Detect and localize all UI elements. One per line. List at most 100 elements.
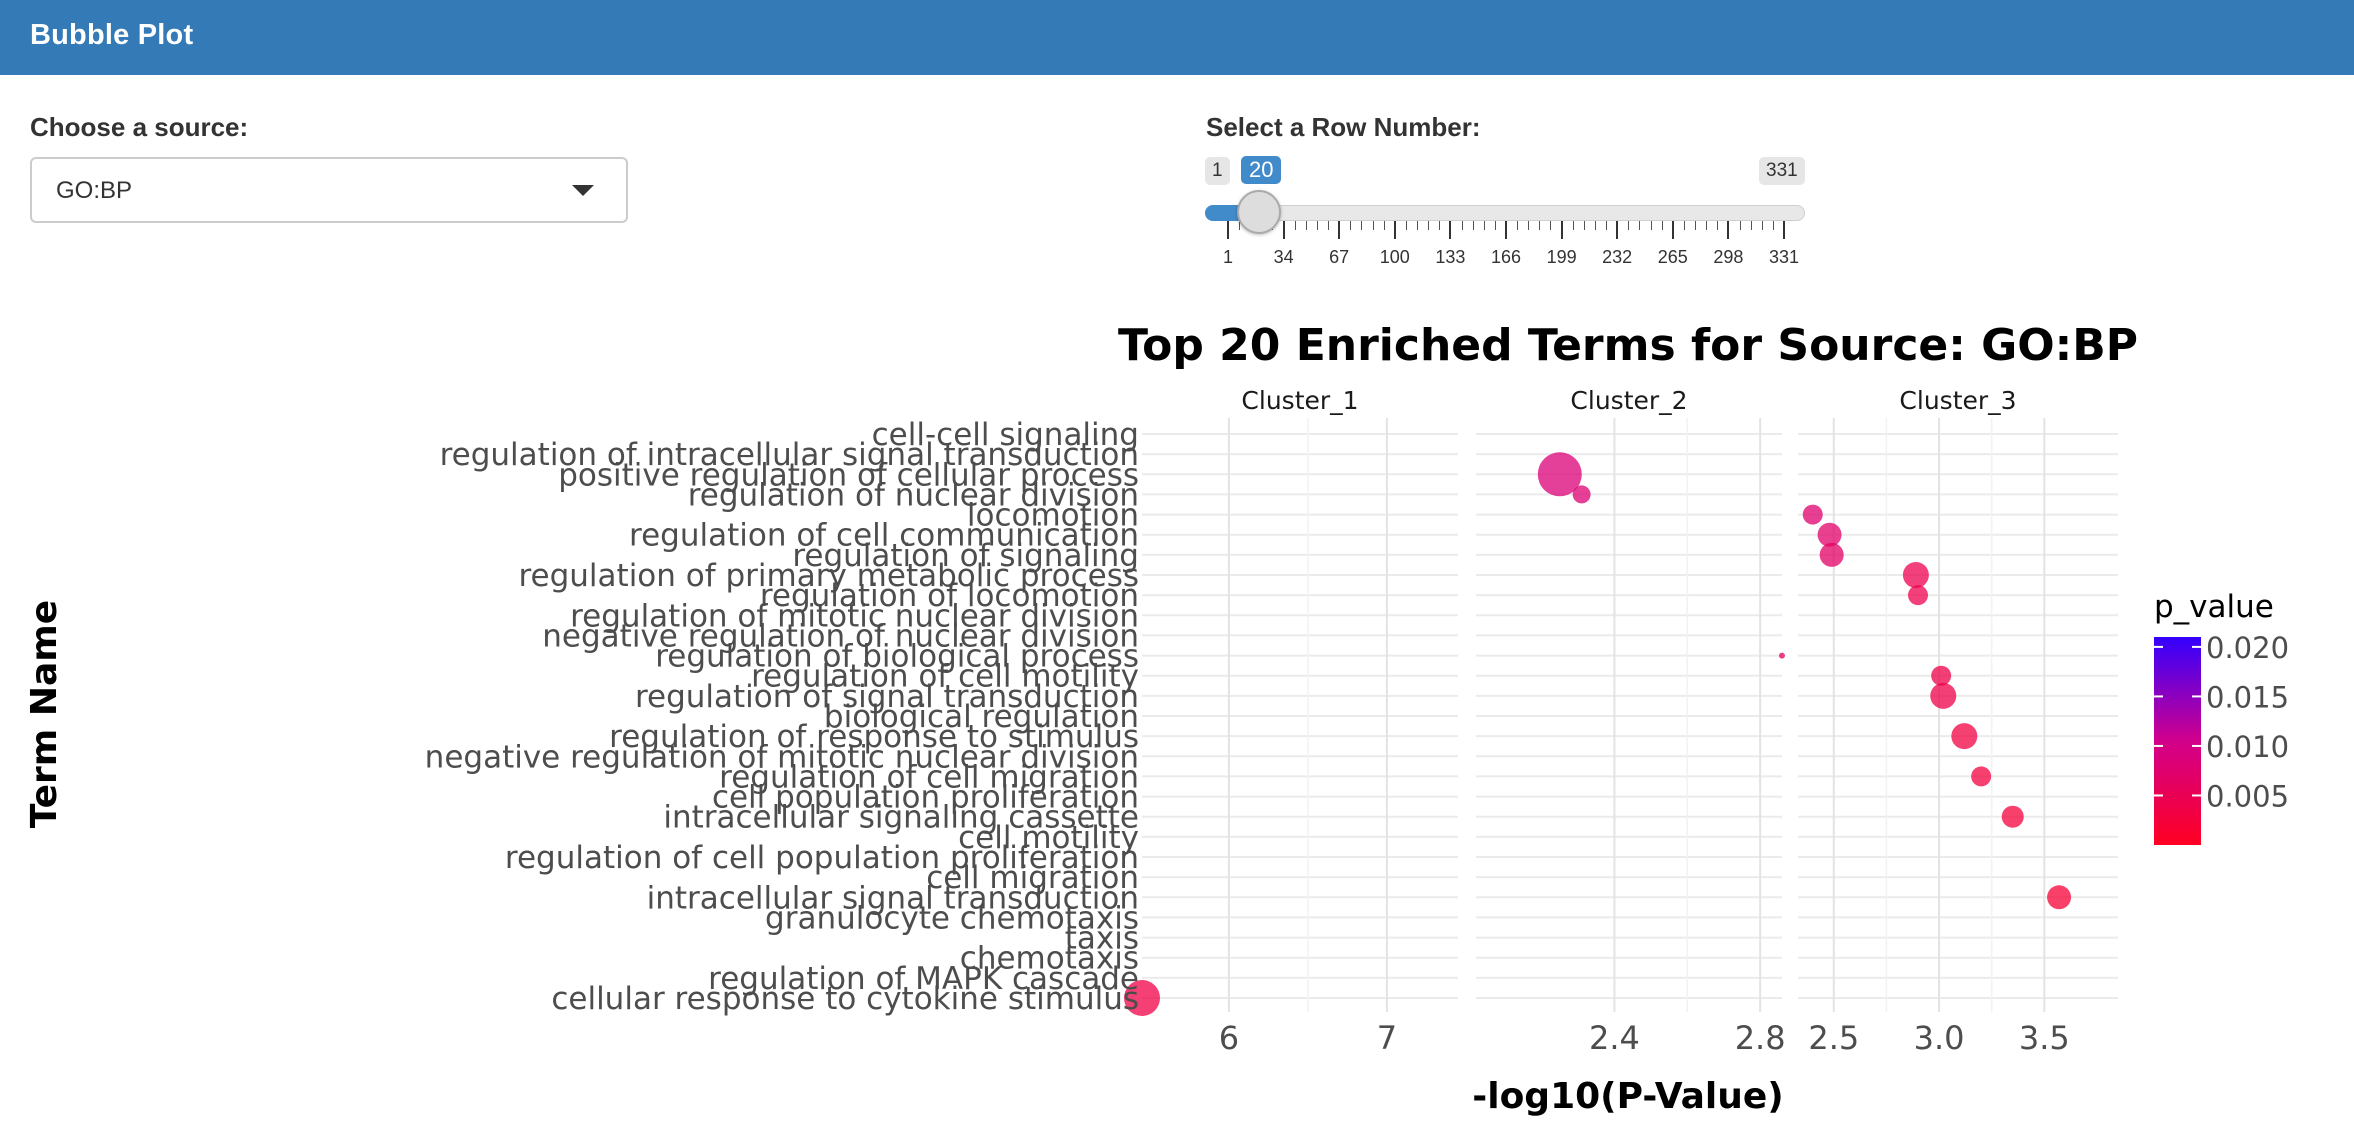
slider-minor-tick <box>1639 221 1641 230</box>
y-tick-label: cell-cell signaling <box>872 417 1139 453</box>
data-point <box>1931 665 1952 686</box>
slider-tick <box>1727 221 1730 239</box>
slider-minor-tick <box>1461 221 1463 230</box>
slider-minor-tick <box>1683 221 1685 230</box>
row-slider-label: Select a Row Number: <box>1206 112 1481 142</box>
y-tick-label: regulation of nuclear division <box>688 477 1139 513</box>
y-tick-label: cell motility <box>958 820 1139 856</box>
slider-tick-label: 331 <box>1768 247 1800 267</box>
slider-tick <box>1338 221 1341 239</box>
data-point <box>1902 562 1929 588</box>
y-tick-label: regulation of locomotion <box>760 578 1139 614</box>
y-tick-label: intracellular signaling cassette <box>663 800 1139 836</box>
panel-label: Cluster_3 <box>1899 386 2016 415</box>
slider-minor-tick <box>1550 221 1552 230</box>
slider-tick-label: 166 <box>1490 247 1522 267</box>
y-tick-label: regulation of primary metabolic process <box>518 558 1139 594</box>
slider-minor-tick <box>1695 221 1697 230</box>
row-slider-min-label: 1 <box>1205 157 1230 185</box>
slider-minor-tick <box>1539 221 1541 230</box>
slider-tick-label: 298 <box>1713 247 1744 267</box>
slider-tick <box>1671 221 1674 239</box>
x-tick-label: 3.0 <box>1914 1019 1965 1057</box>
chart-title: Top 20 Enriched Terms for Source: GO:BP <box>1118 320 2138 371</box>
slider-minor-tick <box>1239 221 1241 230</box>
main-panel <box>0 75 2354 1136</box>
x-axis-label: -log10(P-Value) <box>1472 1076 1783 1117</box>
data-point <box>1908 585 1928 606</box>
slider-tick <box>1282 221 1285 239</box>
slider-tick-label: 232 <box>1602 247 1633 267</box>
row-slider-max-label: 331 <box>1759 157 1805 185</box>
panel-label: Cluster_1 <box>1241 386 1358 415</box>
data-point <box>1819 542 1844 567</box>
source-select-label: Choose a source: <box>30 112 249 142</box>
x-tick-label: 3.5 <box>2019 1019 2070 1057</box>
slider-minor-tick <box>1483 221 1485 230</box>
x-tick-label: 6 <box>1219 1019 1239 1057</box>
legend-colorbar <box>2154 637 2201 845</box>
slider-tick-label: 1 <box>1222 247 1234 267</box>
slider-tick <box>1393 221 1396 239</box>
slider-minor-tick <box>1628 221 1630 230</box>
slider-minor-tick <box>1606 221 1608 230</box>
y-tick-label: cellular response to cytokine stimulus <box>551 981 1139 1017</box>
row-slider-handle[interactable] <box>1237 190 1281 234</box>
y-tick-label: regulation of signal transduction <box>635 679 1139 715</box>
y-tick-label: regulation of response to stimulus <box>609 719 1139 755</box>
y-tick-label: locomotion <box>967 498 1139 534</box>
data-point <box>1572 485 1591 504</box>
y-tick-label: cell migration <box>926 860 1139 896</box>
slider-tick <box>1783 221 1785 239</box>
slider-minor-tick <box>1717 221 1719 230</box>
source-select-value: GO:BP <box>56 177 133 204</box>
y-tick-label: chemotaxis <box>960 941 1139 977</box>
slider-minor-tick <box>1494 221 1496 230</box>
y-tick-label: positive regulation of cellular process <box>558 457 1139 493</box>
slider-minor-tick <box>1405 221 1407 230</box>
slider-minor-tick <box>1361 221 1363 230</box>
y-tick-label: cell population proliferation <box>712 780 1139 816</box>
slider-minor-tick <box>1572 221 1574 230</box>
data-point <box>1971 766 1992 787</box>
y-tick-label: granulocyte chemotaxis <box>765 900 1139 936</box>
data-point <box>1930 682 1957 709</box>
slider-tick-label: 34 <box>1273 247 1294 267</box>
y-tick-label: regulation of cell motility <box>751 659 1139 695</box>
slider-minor-tick <box>1350 221 1352 230</box>
slider-minor-tick <box>1439 221 1441 230</box>
slider-tick-label: 199 <box>1546 247 1577 267</box>
slider-minor-tick <box>1761 221 1763 230</box>
slider-minor-tick <box>1305 221 1307 230</box>
y-tick-label: regulation of mitotic nuclear division <box>570 598 1139 634</box>
y-tick-label: regulation of biological process <box>655 639 1139 675</box>
slider-minor-tick <box>1294 221 1296 230</box>
y-tick-label: regulation of signaling <box>792 538 1139 574</box>
panel-label: Cluster_2 <box>1570 386 1687 415</box>
data-point <box>1779 652 1785 659</box>
legend-tick-label: 0.020 <box>2206 631 2289 665</box>
slider-tick <box>1616 221 1619 239</box>
y-axis-label: Term Name <box>24 600 65 828</box>
source-select[interactable]: GO:BP <box>30 157 628 223</box>
y-tick-label: negative regulation of mitotic nuclear d… <box>425 739 1139 775</box>
slider-minor-tick <box>1583 221 1585 230</box>
y-tick-label: taxis <box>1065 921 1139 957</box>
slider-tick-label: 133 <box>1435 247 1466 267</box>
x-tick-label: 2.5 <box>1808 1019 1859 1057</box>
row-slider-value-label: 20 <box>1241 156 1282 184</box>
data-point <box>2001 805 2024 828</box>
slider-minor-tick <box>1528 221 1530 230</box>
y-tick-label: regulation of cell communication <box>629 518 1139 554</box>
slider-tick-label: 67 <box>1329 247 1350 267</box>
slider-minor-tick <box>1650 221 1652 230</box>
legend-tick-label: 0.015 <box>2206 680 2289 714</box>
slider-minor-tick <box>1316 221 1318 230</box>
data-point <box>1124 980 1160 1016</box>
slider-tick <box>1560 221 1563 239</box>
chevron-down-icon <box>572 185 594 196</box>
data-point <box>2047 885 2072 910</box>
y-tick-label: biological regulation <box>824 699 1139 735</box>
slider-tick <box>1449 221 1452 239</box>
